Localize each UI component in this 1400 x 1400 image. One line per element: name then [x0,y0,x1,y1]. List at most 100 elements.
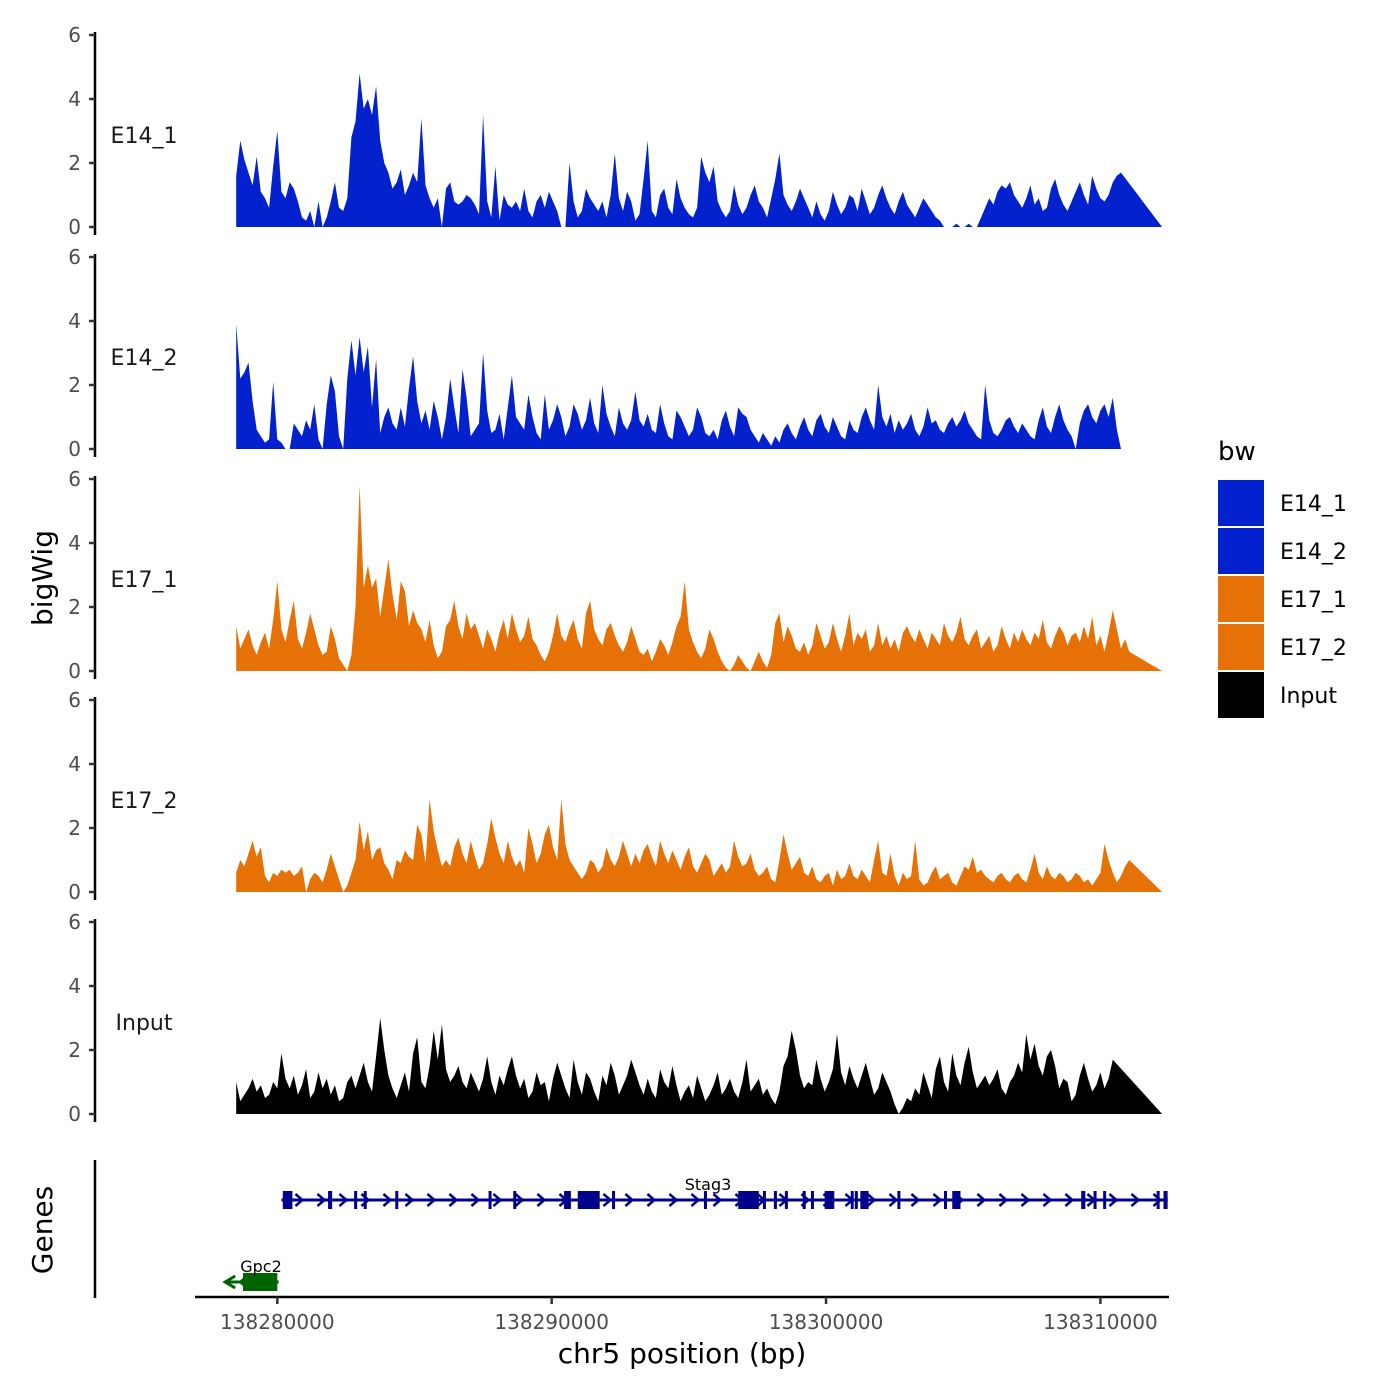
y-tick-label: 4 [68,309,81,333]
legend-item-e17-2: E17_2 [1218,624,1347,670]
exon-block [488,1191,492,1209]
exon-block [738,1191,759,1209]
x-tick-label: 138300000 [769,1310,884,1334]
track-label: E14_1 [111,124,178,149]
exon-block [1163,1191,1168,1209]
gene-name-label: Gpc2 [240,1257,282,1276]
strand-chevron [316,1193,327,1207]
track-label: E17_2 [111,789,178,814]
strand-chevron [866,1193,877,1207]
strand-chevron [448,1193,459,1207]
legend-item-e17-1: E17_1 [1218,576,1347,622]
strand-chevron [426,1193,437,1207]
exon-block [612,1191,616,1209]
signal-area-input [236,1018,1163,1114]
signal-area-e17-2 [236,799,1163,892]
exon-block [703,1191,707,1209]
strand-chevron [690,1193,701,1207]
y-tick-label: 6 [68,910,81,934]
exon-block [564,1191,571,1209]
exon-block [363,1191,367,1209]
strand-chevron [910,1193,921,1207]
strand-chevron [888,1193,899,1207]
y-tick-label: 2 [68,373,81,397]
strand-chevron [932,1193,943,1207]
track-e17-1: 0 2 4 6 E17_1 [68,467,1163,683]
exon-block [854,1191,858,1209]
strand-chevron [998,1193,1009,1207]
strand-chevron [1130,1193,1141,1207]
exon-block [810,1191,814,1209]
y-tick-label: 2 [68,595,81,619]
track-input: 0 2 4 6 Input [68,910,1163,1126]
y-tick-label: 2 [68,1038,81,1062]
legend-label: E17_2 [1280,636,1347,661]
legend-label: Input [1280,684,1337,709]
y-tick-label: 0 [68,659,81,683]
strand-chevron [338,1193,349,1207]
x-tick-label: 138290000 [494,1310,609,1334]
track-e17-2: 0 2 4 6 E17_2 [68,688,1163,904]
strand-chevron [492,1193,503,1207]
exon-block [762,1191,766,1209]
exon-block [1103,1191,1107,1209]
legend-swatch [1218,624,1264,670]
legend-item-e14-1: E14_1 [1218,480,1347,526]
y-tick-label: 6 [68,245,81,269]
track-label: E17_1 [111,568,178,593]
exon-block [243,1273,278,1291]
strand-chevron [1042,1193,1053,1207]
legend-item-input: Input [1218,672,1337,718]
x-tick-label: 138310000 [1043,1310,1158,1334]
y-tick-label: 2 [68,816,81,840]
signal-area-e14-2 [236,324,1163,449]
track-e14-1: 0 2 4 6 E14_1 [68,23,1163,239]
strand-chevron [1152,1193,1163,1207]
exon-block [1093,1191,1097,1209]
tracks-layer: 0 2 4 6 E14_1 0 2 4 6 E14_2 0 2 4 6 E17_1 0 2 4 6 E17_2 0 2 4 6… [68,23,1163,1126]
strand-chevron [624,1193,635,1207]
exon-block [802,1191,806,1209]
x-axis-title: chr5 position (bp) [558,1337,807,1370]
track-label: E14_2 [111,346,178,371]
signal-area-e17-1 [236,485,1163,671]
genes-layer: Stag3 Gpc2 [93,1160,1168,1298]
exon-block [354,1191,358,1209]
signal-area-e14-1 [236,73,1163,228]
strand-chevron [382,1193,393,1207]
legend-label: E14_1 [1280,492,1347,517]
y-tick-label: 6 [68,467,81,491]
legend-title: bw [1218,437,1256,467]
legend: bw E14_1 E14_2 E17_1 E17_2 Input [1218,437,1347,718]
legend-swatch [1218,528,1264,574]
exon-block [395,1191,399,1209]
legend-swatch [1218,576,1264,622]
strand-chevron [294,1193,305,1207]
exon-block [513,1191,517,1209]
legend-swatch [1218,672,1264,718]
strand-chevron [514,1193,525,1207]
exon-block [850,1191,854,1209]
strand-chevron [976,1193,987,1207]
y-tick-label: 4 [68,974,81,998]
y-tick-label: 6 [68,688,81,712]
strand-chevron [536,1193,547,1207]
y-tick-label: 4 [68,752,81,776]
exon-block [860,1191,869,1209]
gene-name-label: Stag3 [685,1175,732,1194]
track-e14-2: 0 2 4 6 E14_2 [68,245,1163,461]
y-tick-label: 4 [68,531,81,555]
exon-block [328,1191,333,1209]
y-axis-title: bigWig [26,530,59,626]
y-tick-label: 4 [68,87,81,111]
legend-swatch [1218,480,1264,526]
exon-block [944,1191,948,1209]
exon-block [773,1191,777,1209]
x-axis: 138280000 138290000 138300000 138310000 [195,1295,1169,1334]
strand-chevron [668,1193,679,1207]
y-tick-label: 0 [68,215,81,239]
gene-gpc2: Gpc2 [222,1257,282,1291]
strand-chevron [1020,1193,1031,1207]
